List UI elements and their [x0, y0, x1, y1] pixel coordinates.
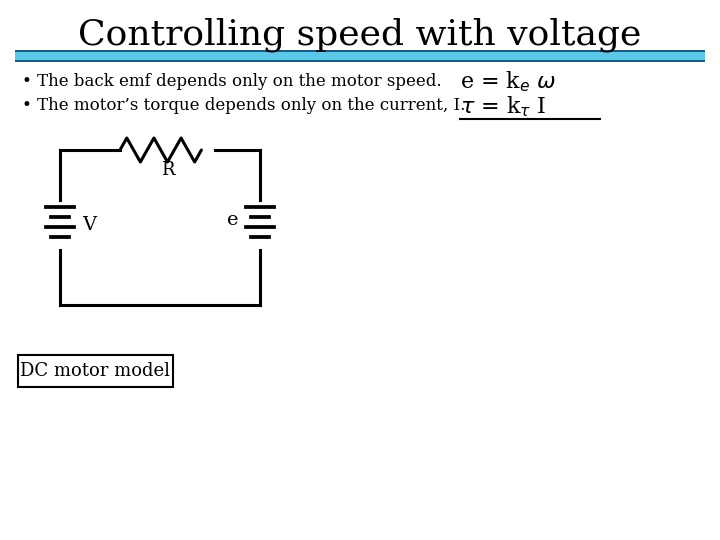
Text: e = k$_e$ $\omega$: e = k$_e$ $\omega$	[460, 70, 557, 94]
Bar	[15, 60, 705, 62]
Text: V: V	[82, 216, 96, 234]
Text: R: R	[161, 161, 174, 179]
Text: • The back emf depends only on the motor speed.: • The back emf depends only on the motor…	[22, 73, 441, 91]
Bar	[18, 355, 173, 387]
Text: • The motor’s torque depends only on the current, I.: • The motor’s torque depends only on the…	[22, 97, 465, 113]
Text: $\tau$ = k$_\tau$ I: $\tau$ = k$_\tau$ I	[460, 94, 546, 119]
Bar	[15, 51, 705, 62]
Text: Controlling speed with voltage: Controlling speed with voltage	[78, 18, 642, 52]
Text: e: e	[227, 211, 238, 229]
Text: DC motor model: DC motor model	[20, 362, 171, 380]
Bar	[15, 50, 705, 52]
